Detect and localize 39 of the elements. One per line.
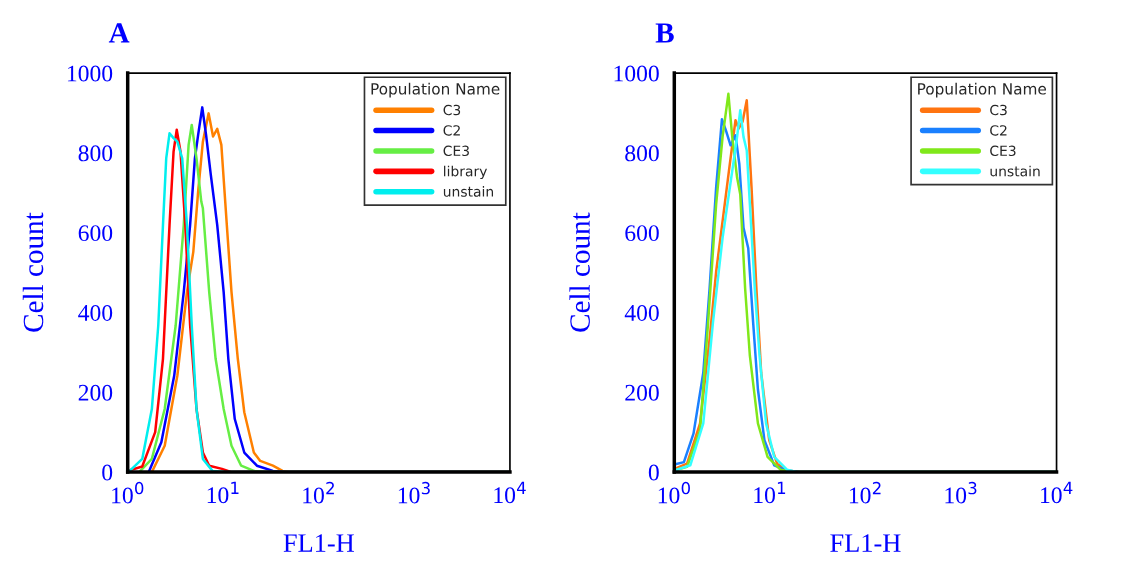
x-tick-label: 10$^{2}$ bbox=[849, 481, 881, 504]
legend-label: C3 bbox=[443, 104, 461, 116]
legend-label: unstain bbox=[443, 186, 494, 197]
chart-title: B bbox=[655, 23, 674, 43]
legend-label: unstain bbox=[990, 165, 1040, 177]
y-tick-label: 1000 bbox=[67, 65, 113, 82]
y-tick-label: 800 bbox=[625, 145, 659, 162]
x-axis-title: FL1-H bbox=[283, 534, 354, 552]
y-tick-label: 600 bbox=[625, 225, 659, 242]
x-tick-label: 10$^{4}$ bbox=[494, 481, 526, 504]
legend-label: C2 bbox=[443, 125, 460, 136]
y-tick-label: 0 bbox=[648, 464, 659, 481]
y-tick-label: 400 bbox=[624, 304, 659, 321]
y-axis-title: Cell count bbox=[22, 212, 44, 332]
x-tick-label: 10$^{3}$ bbox=[398, 481, 430, 504]
legend-label: CE3 bbox=[990, 145, 1016, 157]
legend-title: Population Name bbox=[918, 82, 1047, 98]
legend-label: CE3 bbox=[443, 145, 469, 157]
x-tick-label: 10$^{2}$ bbox=[303, 481, 334, 504]
y-tick-label: 200 bbox=[625, 384, 659, 401]
y-tick-label: 1000 bbox=[614, 65, 659, 82]
x-tick-label: 10$^{4}$ bbox=[1041, 481, 1073, 504]
y-tick-label: 400 bbox=[78, 304, 113, 321]
y-tick-label: 600 bbox=[78, 225, 113, 242]
legend-label: C2 bbox=[990, 125, 1007, 136]
y-tick-label: 0 bbox=[102, 464, 113, 481]
x-tick-label: 10$^{1}$ bbox=[754, 481, 786, 504]
x-tick-label: 10$^{3}$ bbox=[945, 481, 977, 504]
legend-label: library bbox=[444, 165, 487, 180]
chart-title: A bbox=[108, 23, 130, 43]
x-axis-title: FL1-H bbox=[830, 534, 901, 552]
legend-title: Population Name bbox=[371, 82, 500, 98]
x-tick-label: 10$^{0}$ bbox=[112, 481, 144, 504]
y-tick-label: 800 bbox=[78, 145, 113, 162]
x-tick-label: 10$^{1}$ bbox=[207, 481, 239, 504]
x-tick-label: 10$^{0}$ bbox=[658, 481, 690, 504]
legend-label: C3 bbox=[990, 104, 1007, 116]
y-tick-label: 200 bbox=[78, 384, 113, 401]
y-axis-title: Cell count bbox=[569, 212, 590, 332]
